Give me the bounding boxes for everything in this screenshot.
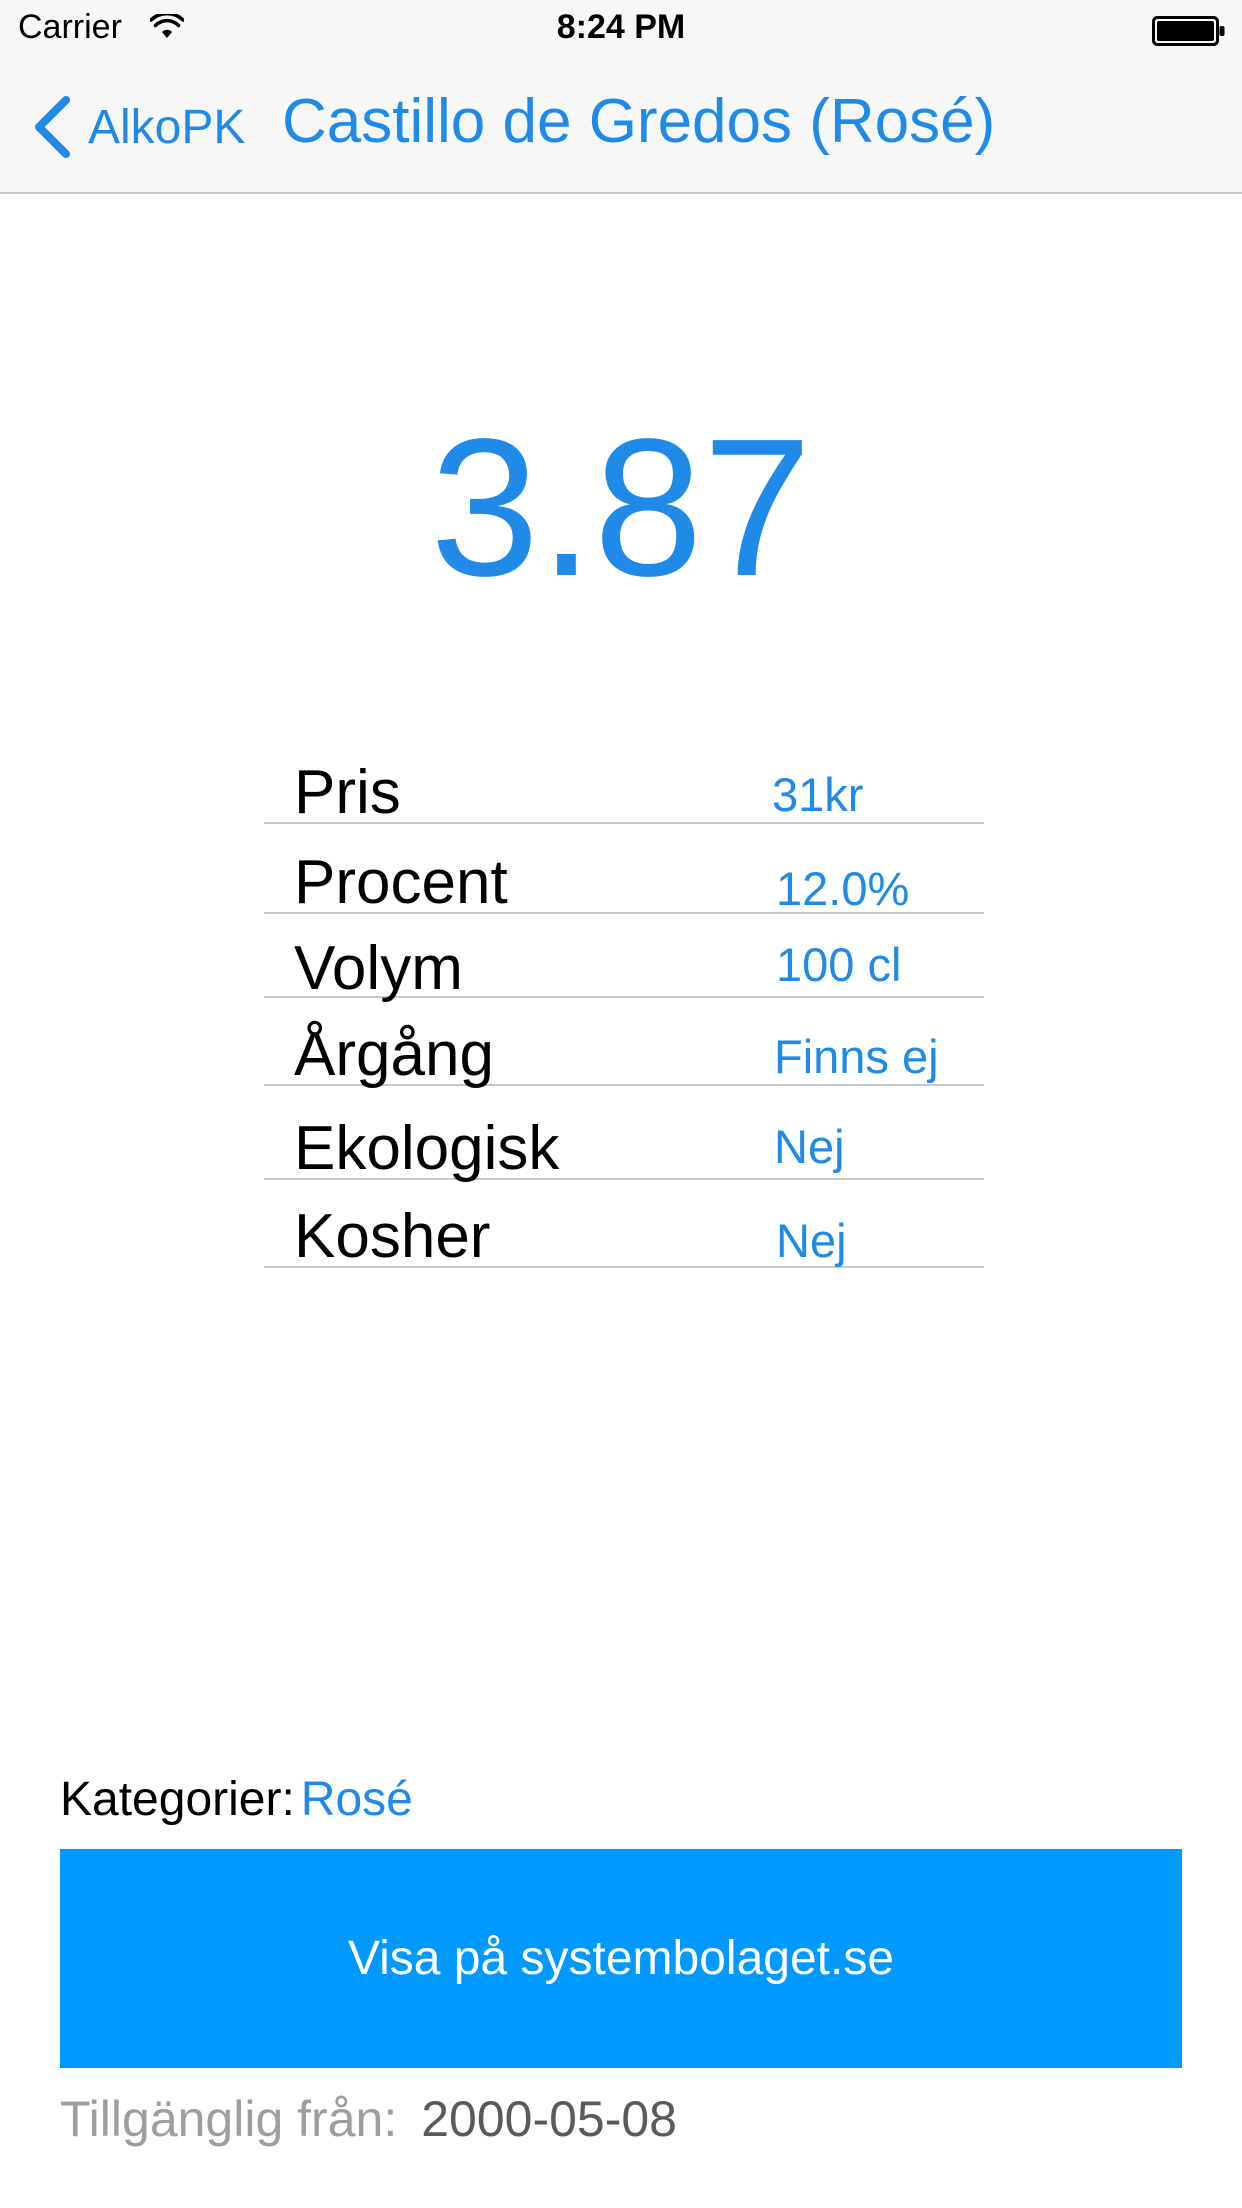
info-label: Procent <box>294 848 508 917</box>
available-from-date: 2000-05-08 <box>421 2091 677 2147</box>
available-from-label: Tillgänglig från: <box>60 2091 398 2147</box>
navigation-bar: AlkoPK Castillo de Gredos (Rosé) <box>0 62 1242 194</box>
info-value: 31kr <box>772 768 864 821</box>
score-value: 3.87 <box>430 398 812 617</box>
category-link[interactable]: Rosé <box>300 1773 413 1826</box>
info-value: Nej <box>774 1120 845 1173</box>
page-title: Castillo de Gredos (Rosé) <box>282 87 996 156</box>
status-time: 8:24 PM <box>556 8 686 46</box>
info-label: Volym <box>294 934 463 1003</box>
info-row-procent: Procent 12.0% <box>264 842 984 917</box>
view-on-systembolaget-button[interactable]: Visa på systembolaget.se <box>60 1849 1182 2068</box>
back-button[interactable]: AlkoPK <box>30 92 245 162</box>
info-row-ekologisk: Ekologisk Nej <box>264 1108 984 1183</box>
carrier-label: Carrier <box>18 8 122 46</box>
available-from-line: Tillgänglig från: 2000-05-08 <box>60 2090 677 2148</box>
info-label: Pris <box>294 758 401 827</box>
info-value: Finns ej <box>774 1030 939 1083</box>
status-bar: Carrier 8:24 PM <box>0 0 1242 62</box>
info-value: 12.0% <box>776 862 910 915</box>
info-label: Ekologisk <box>294 1114 560 1183</box>
info-value: 100 cl <box>776 938 902 991</box>
wifi-icon <box>150 14 184 38</box>
info-value: Nej <box>776 1214 847 1267</box>
battery-icon <box>1152 16 1225 46</box>
info-row-argang: Årgång Finns ej <box>264 1014 984 1089</box>
categories-line: Kategorier: Rosé <box>60 1772 413 1827</box>
chevron-left-icon <box>35 96 70 158</box>
categories-label: Kategorier: <box>60 1773 295 1826</box>
info-label: Årgång <box>294 1020 494 1089</box>
info-row-kosher: Kosher Nej <box>264 1196 984 1271</box>
info-row-volym: Volym 100 cl <box>264 926 984 1003</box>
back-button-label: AlkoPK <box>88 100 246 154</box>
info-row-pris: Pris 31kr <box>264 752 984 827</box>
info-label: Kosher <box>294 1202 491 1271</box>
